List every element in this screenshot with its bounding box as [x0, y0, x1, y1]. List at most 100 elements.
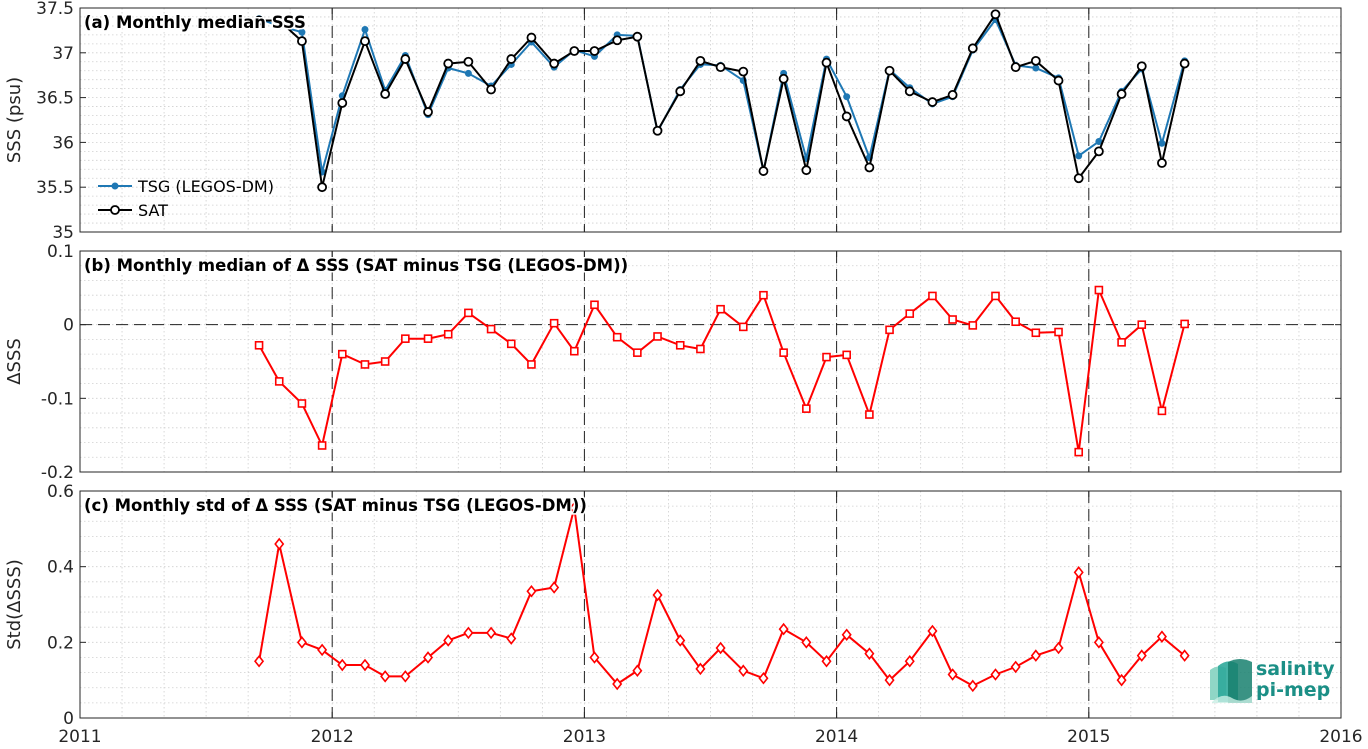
series-line-tsg-legos-dm-	[258, 17, 1186, 173]
data-point	[1095, 138, 1103, 146]
data-point	[1011, 317, 1020, 327]
data-point	[1136, 649, 1147, 662]
data-point	[696, 344, 705, 354]
axes-box	[79, 7, 1342, 233]
data-point	[928, 291, 937, 301]
data-point	[443, 329, 453, 339]
data-point	[1010, 62, 1021, 73]
data-point	[317, 441, 327, 450]
data-point	[1094, 285, 1104, 295]
legend-marker	[110, 205, 120, 215]
data-point	[884, 673, 895, 687]
data-point	[675, 86, 686, 97]
data-point	[841, 111, 852, 122]
data-point	[274, 377, 284, 386]
data-point	[337, 658, 348, 672]
data-point	[1179, 649, 1190, 662]
panel-title: (c) Monthly std of Δ SSS (SAT minus TSG …	[84, 496, 587, 515]
data-point	[801, 636, 812, 649]
data-point	[506, 339, 516, 349]
salinity-pi-mep-logo: salinity pi-mep	[1208, 656, 1358, 704]
data-point	[254, 15, 264, 26]
data-point	[361, 26, 369, 34]
y-tick-label: 0.2	[47, 633, 74, 653]
data-point	[695, 662, 706, 676]
data-point	[990, 9, 1001, 20]
axes-box	[79, 490, 1342, 719]
data-point	[1093, 636, 1104, 649]
data-point	[885, 325, 894, 335]
data-point	[675, 634, 686, 647]
y-tick-label: 0.1	[47, 242, 74, 262]
data-point	[822, 352, 831, 362]
data-point	[317, 643, 328, 657]
legend-label: SAT	[138, 201, 168, 220]
data-point	[821, 57, 832, 68]
data-point	[337, 349, 347, 359]
data-point	[738, 322, 748, 332]
data-point	[652, 588, 663, 602]
data-point	[463, 626, 474, 640]
data-point	[612, 332, 622, 342]
data-point	[254, 654, 265, 668]
data-point	[464, 69, 472, 77]
x-tick-label: 2015	[1067, 727, 1110, 745]
data-point	[864, 647, 875, 660]
data-point	[715, 641, 726, 655]
series-line	[258, 507, 1186, 687]
logo-wave-icon	[1210, 659, 1252, 703]
data-point	[380, 89, 391, 99]
data-point	[1116, 89, 1127, 99]
y-tick-label: -0.2	[41, 463, 74, 483]
data-point	[1157, 158, 1167, 168]
panel-c	[79, 490, 1342, 719]
x-tick-label: 2014	[815, 727, 858, 745]
series-line-sat	[259, 12, 1186, 188]
data-point	[990, 668, 1001, 681]
data-point	[1030, 649, 1041, 662]
y-tick-label: 0	[63, 316, 74, 336]
data-point	[927, 624, 938, 638]
data-point	[716, 304, 725, 314]
data-point	[821, 654, 832, 668]
legend-label: TSG (LEGOS-DM)	[137, 177, 274, 196]
panel-b	[79, 250, 1342, 473]
data-point	[1031, 328, 1041, 338]
data-point	[506, 54, 517, 64]
logo-text-line2: pi-mep	[1256, 679, 1331, 701]
data-point	[463, 56, 474, 67]
y-tick-label: 36.5	[36, 89, 74, 109]
data-point	[1074, 447, 1084, 457]
data-point	[948, 315, 957, 324]
data-point	[569, 501, 580, 515]
data-point	[715, 62, 726, 73]
y-tick-label: 0	[63, 709, 74, 729]
data-point	[905, 309, 915, 318]
data-point	[274, 15, 285, 26]
data-point	[589, 46, 600, 56]
y-axis-label: SSS (psu)	[4, 77, 25, 163]
data-point	[400, 54, 411, 64]
data-point	[842, 350, 851, 360]
data-point	[864, 162, 875, 173]
data-point	[254, 340, 264, 350]
data-point	[423, 651, 434, 664]
data-point	[779, 348, 788, 357]
data-point	[947, 668, 958, 681]
data-point	[1157, 406, 1167, 416]
data-point	[380, 670, 391, 683]
data-point	[632, 31, 643, 42]
data-point	[968, 321, 978, 330]
data-point	[443, 58, 454, 69]
data-point	[738, 664, 749, 677]
y-tick-label: 35	[52, 223, 74, 243]
data-point	[590, 300, 599, 310]
data-point	[759, 290, 768, 300]
data-point	[569, 46, 580, 56]
data-point	[423, 107, 433, 117]
data-point	[1093, 146, 1104, 157]
data-point	[423, 334, 433, 343]
data-point	[1010, 660, 1021, 674]
data-point	[758, 166, 769, 176]
series-line	[258, 286, 1186, 453]
